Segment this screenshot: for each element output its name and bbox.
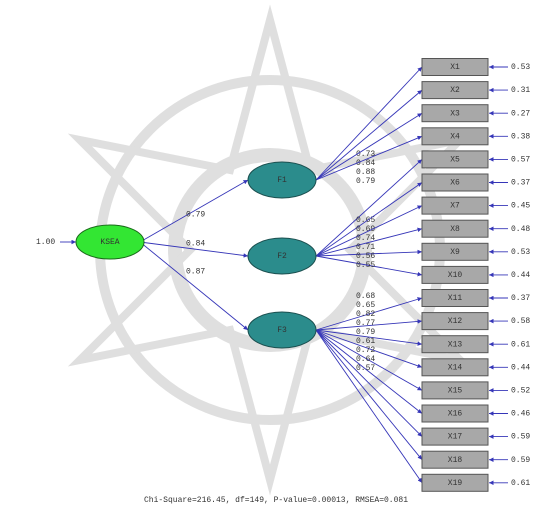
loading-label: 0.79	[356, 328, 375, 337]
error-label: 0.31	[511, 86, 530, 95]
indicator-label: X13	[448, 340, 463, 349]
loading-label: 0.79	[356, 177, 375, 186]
factor-label: F2	[277, 252, 287, 261]
indicator-label: X2	[450, 86, 460, 95]
error-label: 0.44	[511, 271, 530, 280]
error-label: 0.37	[511, 179, 530, 188]
error-label: 0.52	[511, 387, 530, 396]
indicator-label: X12	[448, 317, 463, 326]
error-label: 0.61	[511, 340, 530, 349]
error-label: 0.44	[511, 363, 530, 372]
indicator-label: X11	[448, 294, 463, 303]
indicator-label: X1	[450, 63, 460, 72]
loading-label: 0.65	[356, 216, 375, 225]
loading-label: 0.64	[356, 355, 375, 364]
error-label: 0.58	[511, 317, 530, 326]
loading-label: 0.84	[356, 159, 375, 168]
error-label: 0.48	[511, 225, 530, 234]
loading-label: 0.73	[356, 150, 375, 159]
error-label: 0.46	[511, 410, 530, 419]
indicator-label: X10	[448, 271, 463, 280]
error-label: 0.45	[511, 202, 530, 211]
loading-label: 0.61	[356, 337, 375, 346]
loading-label: 0.82	[356, 310, 375, 319]
indicator-label: X5	[450, 156, 460, 165]
path-coefficient: 0.87	[186, 268, 205, 277]
error-label: 0.61	[511, 479, 530, 488]
indicator-label: X15	[448, 387, 463, 396]
path-coefficient: 0.84	[186, 239, 205, 248]
fit-statistics: Chi-Square=216.45, df=149, P-value=0.000…	[144, 496, 408, 505]
loading-label: 0.55	[356, 261, 375, 270]
indicator-label: X8	[450, 225, 460, 234]
factor-label: F1	[277, 176, 287, 185]
loading-label: 0.77	[356, 319, 375, 328]
loading-label: 0.65	[356, 301, 375, 310]
loading-label: 0.68	[356, 292, 375, 301]
indicator-label: X14	[448, 363, 463, 372]
loading-label: 0.71	[356, 243, 375, 252]
exogenous-label: KSEA	[100, 238, 119, 247]
error-label: 0.59	[511, 456, 530, 465]
indicator-label: X3	[450, 109, 460, 118]
variance-label: 1.00	[36, 238, 55, 247]
indicator-label: X17	[448, 433, 463, 442]
indicator-label: X16	[448, 410, 463, 419]
indicator-label: X19	[448, 479, 463, 488]
loading-label: 0.88	[356, 168, 375, 177]
path-diagram: 1.00 0.79 0.84 0.87 0.73 X1 0.53 0.84 X2 0.31 0.88…	[0, 0, 552, 510]
indicator-label: X18	[448, 456, 463, 465]
error-label: 0.57	[511, 156, 530, 165]
path-coefficient: 0.79	[186, 211, 205, 220]
factor-label: F3	[277, 326, 287, 335]
error-label: 0.53	[511, 248, 530, 257]
error-label: 0.27	[511, 109, 530, 118]
indicator-label: X4	[450, 132, 460, 141]
error-label: 0.38	[511, 132, 530, 141]
loading-label: 0.57	[356, 364, 375, 373]
error-label: 0.59	[511, 433, 530, 442]
indicator-label: X7	[450, 202, 460, 211]
indicator-label: X6	[450, 179, 460, 188]
error-label: 0.37	[511, 294, 530, 303]
loading-label: 0.72	[356, 346, 375, 355]
loading-label: 0.56	[356, 252, 375, 261]
error-label: 0.53	[511, 63, 530, 72]
indicator-label: X9	[450, 248, 460, 257]
